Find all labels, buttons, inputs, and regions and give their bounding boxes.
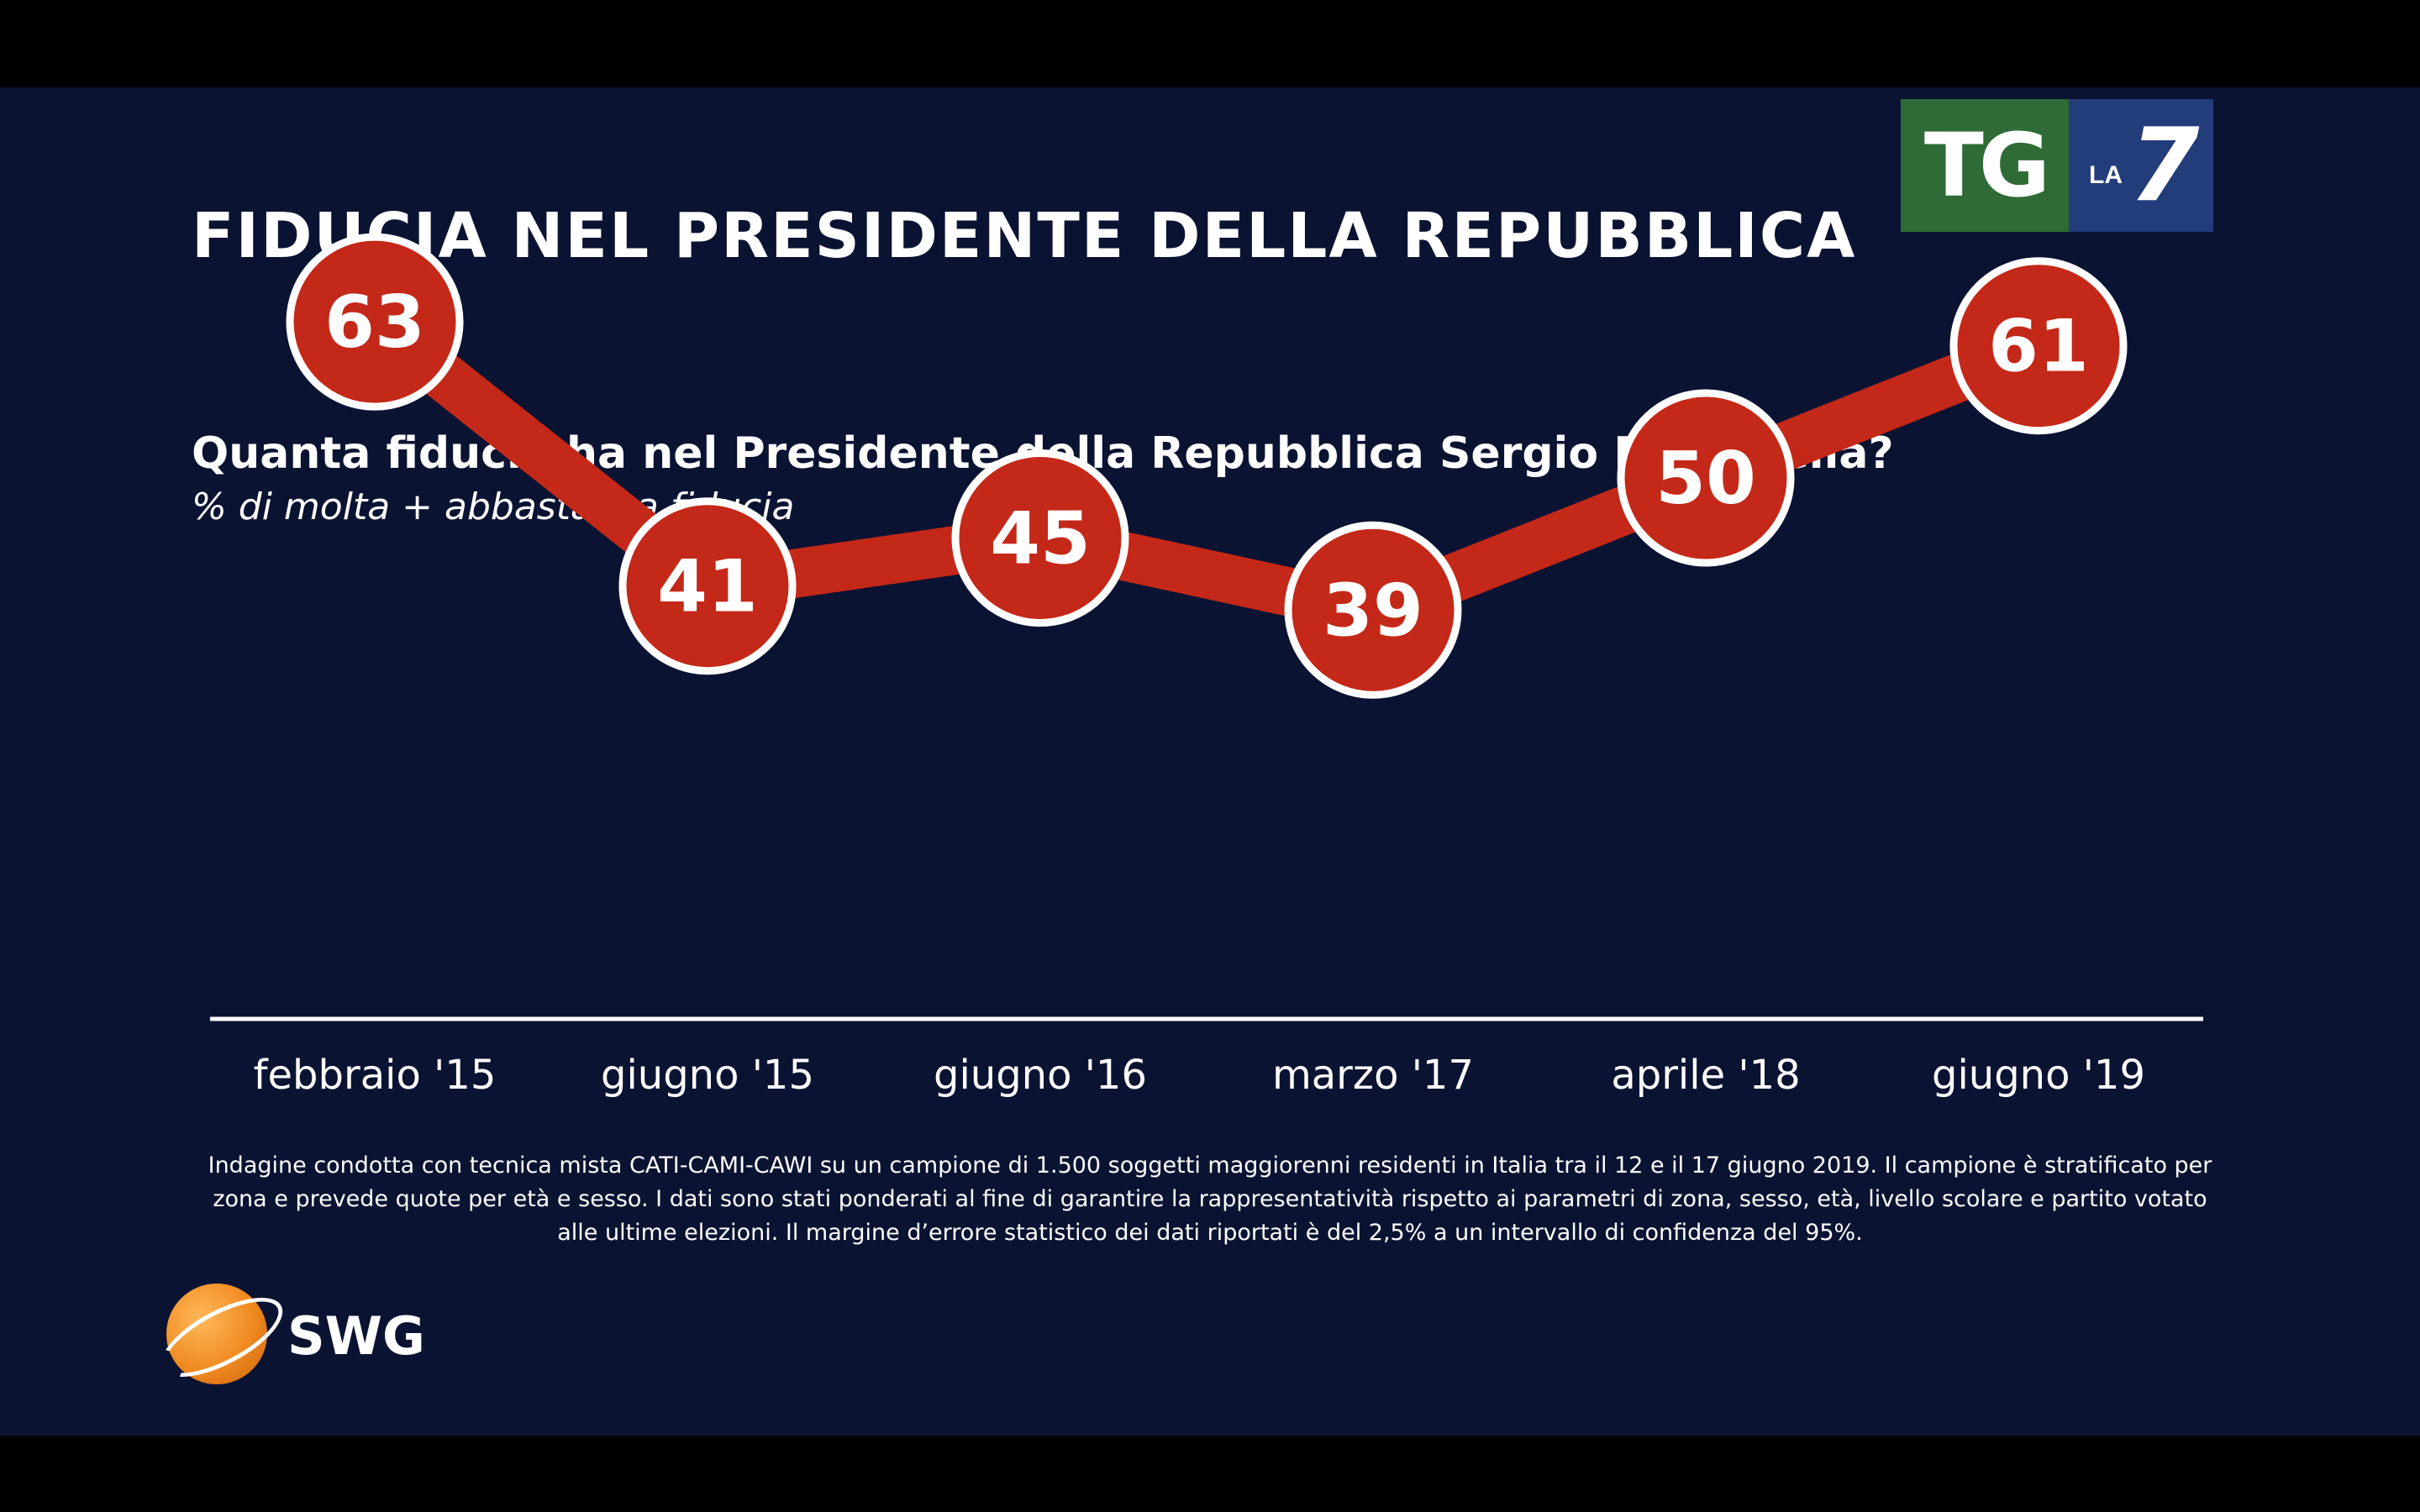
swg-logo-text: SWG xyxy=(287,1305,425,1367)
x-tick-label: giugno '16 xyxy=(934,1052,1147,1099)
data-point: 39 xyxy=(1284,521,1462,699)
chart-title: FIDUCIA NEL PRESIDENTE DELLA REPUBBLICA xyxy=(192,200,1857,272)
x-tick-label: aprile '18 xyxy=(1611,1052,1800,1099)
data-point: 63 xyxy=(286,233,464,411)
tg-logo-block: TG xyxy=(1901,99,2069,232)
data-point: 45 xyxy=(951,449,1129,627)
x-tick-label: febbraio '15 xyxy=(254,1052,497,1099)
swg-logo: SWG xyxy=(150,1275,437,1393)
tg-logo-text: TG xyxy=(1923,114,2050,217)
x-tick-labels: febbraio '15 giugno '15 giugno '16 marzo '1… xyxy=(254,1052,2145,1099)
data-point-marker xyxy=(1284,521,1462,699)
data-point-marker xyxy=(618,497,797,675)
data-point: 50 xyxy=(1617,389,1795,567)
data-point-marker xyxy=(951,449,1129,627)
data-point-marker xyxy=(286,233,464,411)
tg-la7-logo: TG LA 7 xyxy=(1901,99,2213,232)
x-tick-label: marzo '17 xyxy=(1272,1052,1474,1099)
methodology-footnote: Indagine condotta con tecnica mista CATI… xyxy=(208,1152,2212,1246)
x-tick-label: giugno '15 xyxy=(601,1052,814,1099)
data-point-marker xyxy=(1617,389,1795,567)
markers-layer: 63 41 45 39 50 61 xyxy=(286,233,2128,699)
data-point: 61 xyxy=(1949,257,2128,435)
data-label: 41 xyxy=(657,545,758,629)
data-point-marker xyxy=(1949,257,2128,435)
data-label: 39 xyxy=(1323,569,1423,653)
data-label: 61 xyxy=(1988,305,2089,389)
data-point: 41 xyxy=(618,497,797,675)
data-label: 45 xyxy=(990,497,1091,581)
data-label: 50 xyxy=(1655,437,1756,521)
x-tick-label: giugno '19 xyxy=(1932,1052,2145,1099)
seven-logo-text: 7 xyxy=(2129,108,2200,224)
swg-globe-icon xyxy=(166,1284,267,1384)
data-label: 63 xyxy=(324,281,425,365)
la7-logo-block: LA 7 xyxy=(2069,99,2213,232)
la-logo-text: LA xyxy=(2089,161,2123,189)
